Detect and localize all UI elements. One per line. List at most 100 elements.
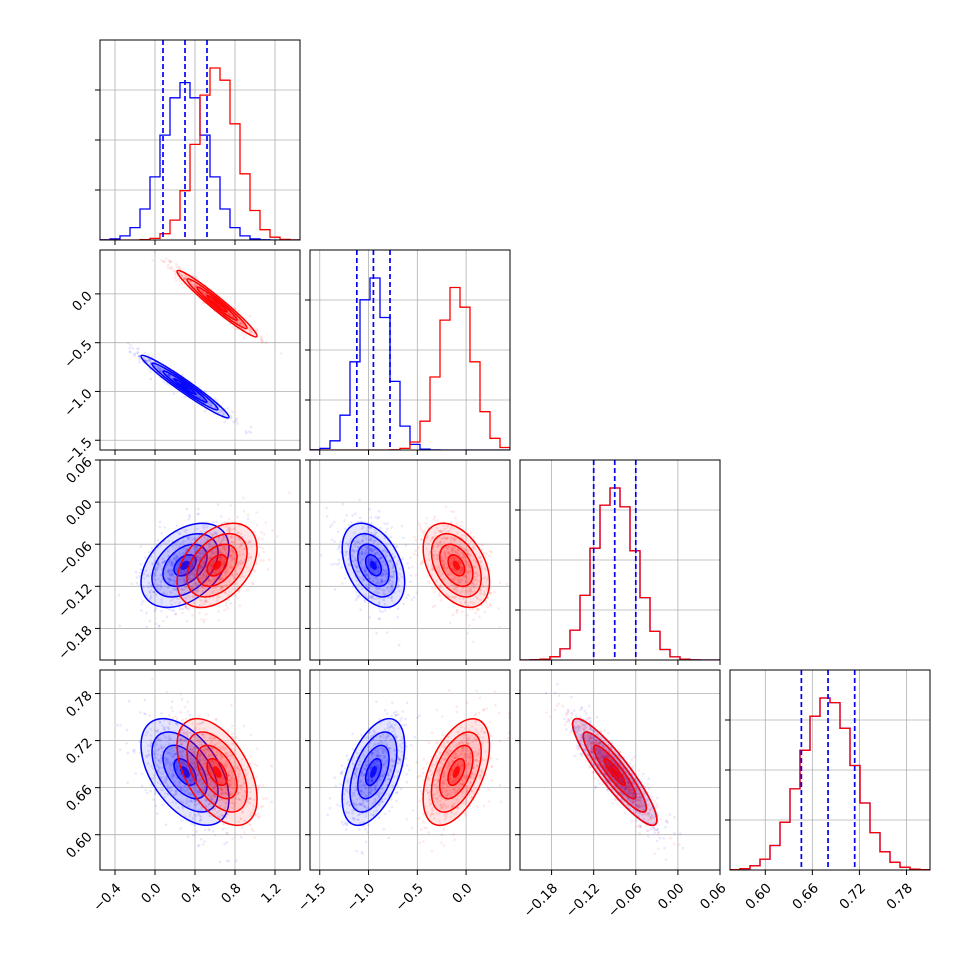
scatter-point bbox=[175, 547, 178, 550]
scatter-point bbox=[200, 552, 204, 555]
scatter-point bbox=[201, 576, 204, 580]
scatter-point bbox=[183, 277, 186, 281]
scatter-point bbox=[184, 606, 187, 609]
scatter-point bbox=[185, 274, 188, 278]
scatter-point bbox=[169, 560, 172, 564]
scatter-point bbox=[145, 625, 148, 629]
scatter-point bbox=[170, 563, 174, 567]
scatter-point bbox=[212, 560, 215, 564]
scatter-point bbox=[478, 615, 481, 618]
scatter-point bbox=[182, 539, 185, 543]
scatter-point bbox=[149, 584, 152, 587]
scatter-point bbox=[199, 565, 203, 568]
scatter-point bbox=[190, 536, 193, 540]
scatter-point bbox=[167, 374, 170, 377]
scatter-point bbox=[485, 552, 488, 555]
scatter-point bbox=[156, 561, 159, 565]
scatter-point bbox=[153, 609, 156, 612]
scatter-point bbox=[214, 531, 218, 535]
scatter-point bbox=[182, 276, 186, 280]
scatter-point bbox=[181, 275, 184, 278]
scatter-point bbox=[243, 336, 246, 340]
scatter-point bbox=[188, 573, 192, 576]
scatter-point bbox=[325, 506, 328, 510]
scatter-point bbox=[208, 588, 211, 592]
scatter-point bbox=[223, 411, 226, 415]
scatter-point bbox=[170, 574, 173, 577]
scatter-point bbox=[248, 327, 251, 330]
scatter-point bbox=[209, 403, 212, 406]
scatter-point bbox=[183, 558, 186, 562]
scatter-point bbox=[176, 556, 179, 559]
scatter-point bbox=[172, 587, 175, 590]
scatter-point bbox=[184, 575, 187, 579]
scatter-point bbox=[188, 536, 191, 539]
scatter-point bbox=[212, 571, 215, 574]
scatter-point bbox=[377, 515, 381, 519]
scatter-point bbox=[235, 417, 238, 421]
scatter-point bbox=[170, 573, 174, 576]
scatter-point bbox=[227, 538, 230, 541]
scatter-point bbox=[254, 327, 258, 331]
panel-content bbox=[310, 460, 510, 660]
scatter-point bbox=[210, 533, 214, 536]
scatter-point bbox=[181, 718, 184, 722]
scatter-point bbox=[238, 546, 241, 550]
scatter-point bbox=[214, 569, 218, 572]
scatter-point bbox=[439, 599, 443, 602]
scatter-point bbox=[184, 585, 188, 589]
scatter-point bbox=[167, 540, 170, 543]
contour-line bbox=[162, 543, 208, 588]
scatter-point bbox=[202, 549, 206, 553]
scatter-point bbox=[370, 521, 374, 525]
scatter-point bbox=[163, 592, 166, 596]
scatter-point bbox=[171, 572, 175, 575]
scatter-point bbox=[222, 538, 225, 542]
scatter-point bbox=[400, 524, 404, 528]
scatter-point bbox=[231, 588, 234, 591]
contour-line bbox=[151, 362, 219, 411]
scatter-point bbox=[225, 568, 229, 571]
scatter-point bbox=[215, 599, 219, 602]
scatter-point bbox=[414, 549, 417, 552]
scatter-point bbox=[160, 586, 163, 589]
scatter-point bbox=[233, 576, 237, 580]
scatter-point bbox=[472, 618, 475, 622]
scatter-point bbox=[226, 552, 229, 556]
histogram-series-0 bbox=[100, 81, 300, 240]
scatter-point bbox=[374, 515, 378, 519]
scatter-point bbox=[169, 599, 172, 603]
scatter-point bbox=[466, 632, 469, 635]
y-tick-label: 0.0 bbox=[69, 288, 96, 315]
scatter-point bbox=[175, 265, 179, 269]
scatter-point bbox=[353, 512, 357, 516]
scatter-point bbox=[167, 569, 170, 572]
scatter-point bbox=[186, 835, 190, 839]
scatter-point bbox=[209, 554, 213, 557]
scatter-point bbox=[188, 515, 192, 519]
scatter-point bbox=[186, 536, 189, 539]
scatter-point bbox=[149, 596, 153, 600]
scatter-point bbox=[217, 411, 221, 415]
scatter-point bbox=[246, 541, 250, 544]
scatter-point bbox=[411, 565, 414, 569]
scatter-point bbox=[184, 275, 188, 278]
scatter-point bbox=[231, 315, 234, 319]
scatter-point bbox=[170, 562, 174, 566]
scatter-point bbox=[246, 588, 249, 592]
scatter-point bbox=[172, 578, 176, 582]
scatter-point bbox=[180, 282, 183, 286]
scatter-point bbox=[417, 522, 420, 525]
scatter-point bbox=[170, 578, 174, 581]
scatter-point bbox=[209, 563, 212, 567]
scatter-point bbox=[252, 332, 256, 335]
scatter-point bbox=[188, 513, 191, 517]
scatter-point bbox=[184, 717, 188, 720]
scatter-point bbox=[356, 596, 359, 600]
scatter-point bbox=[188, 555, 191, 558]
scatter-point bbox=[238, 553, 242, 557]
scatter-point bbox=[183, 705, 187, 709]
scatter-point bbox=[191, 573, 195, 577]
scatter-point bbox=[209, 403, 213, 407]
scatter-point bbox=[158, 520, 162, 524]
